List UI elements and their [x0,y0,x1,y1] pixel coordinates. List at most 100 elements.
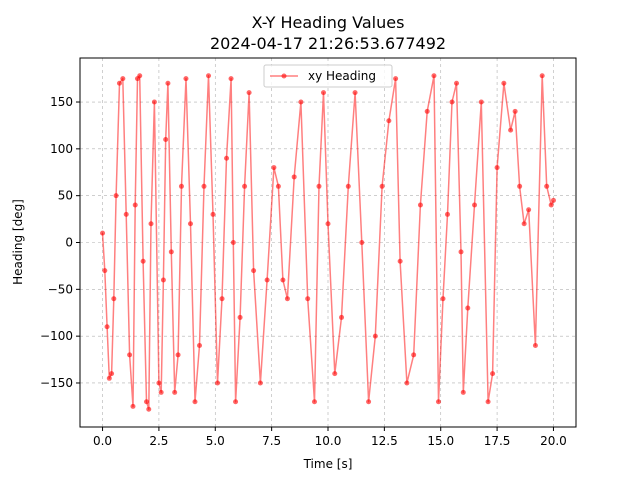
x-tick-label: 0.0 [93,434,112,448]
data-point [192,399,198,405]
data-point [206,73,212,79]
data-point [444,211,450,217]
data-point [116,80,122,86]
data-point [397,258,403,264]
chart-title: X-Y Heading Values [252,13,405,32]
data-point [178,183,184,189]
y-tick-label: −100 [40,329,73,343]
data-point [156,380,162,386]
y-tick-label: −50 [48,282,73,296]
legend-label: xy Heading [308,69,376,83]
data-point [372,333,378,339]
y-axis-label: Heading [deg] [11,199,25,285]
data-point [228,76,234,82]
data-point [332,371,338,377]
data-point [158,389,164,395]
data-point [151,99,157,105]
data-point [435,399,441,405]
data-point [144,399,150,405]
data-point [512,108,518,114]
data-point [132,202,138,208]
data-point [160,277,166,283]
data-point [521,221,527,227]
data-point [123,211,129,217]
data-point [246,90,252,96]
y-ticks: −150 −100 −50 0 50 100 150 [40,95,80,390]
legend-marker [281,73,287,79]
data-point [311,399,317,405]
data-point [210,211,216,217]
y-tick-label: 50 [58,189,73,203]
data-point [219,296,225,302]
data-point [393,76,399,82]
y-tick-label: 100 [50,142,73,156]
data-point [454,80,460,86]
chart-subtitle: 2024-04-17 21:26:53.677492 [210,34,446,53]
data-point [127,352,133,358]
x-tick-label: 2.5 [149,434,168,448]
data-point [386,118,392,124]
data-point [544,183,550,189]
x-tick-label: 20.0 [540,434,567,448]
legend-box [263,64,393,88]
data-point [485,399,491,405]
data-point [104,324,110,330]
legend: xy Heading [263,64,393,88]
data-point [251,268,257,274]
x-tick-label: 10.0 [315,434,342,448]
data-point [187,221,193,227]
data-point [298,99,304,105]
data-point [526,207,532,213]
x-tick-label: 15.0 [427,434,454,448]
x-tick-label: 12.5 [371,434,398,448]
data-point [359,240,365,245]
data-point [120,76,126,82]
series-layer [100,73,556,412]
data-point [224,155,230,161]
data-point [517,183,523,189]
data-point [291,174,297,180]
data-point [230,240,236,245]
data-point [320,90,326,96]
data-point [165,80,171,86]
data-point [339,314,345,320]
data-point [305,296,311,302]
data-point [458,249,464,255]
data-point [440,296,446,302]
data-point [242,183,248,189]
data-point [271,165,277,171]
data-point [163,136,169,142]
data-point [460,389,466,395]
data-point [465,305,471,311]
data-point [113,193,119,199]
data-point [550,197,556,203]
data-point [106,375,112,381]
x-axis-label: Time [s] [303,457,353,471]
data-point [237,314,243,320]
data-point [140,258,146,264]
data-point [501,80,507,86]
data-point [478,99,484,105]
data-point [379,183,385,189]
data-point [316,183,322,189]
data-point [172,389,178,395]
data-point [532,343,538,349]
data-point [102,268,108,274]
data-point [490,371,496,377]
data-point [472,202,478,208]
data-point [137,73,143,79]
data-point [548,202,554,208]
data-point [275,183,281,189]
data-point [449,99,455,105]
data-point [411,352,417,358]
data-point [508,127,514,133]
data-point [100,230,106,236]
data-point [264,277,270,283]
data-point [146,406,152,412]
data-point [325,221,331,227]
data-point [404,380,410,386]
data-point [109,371,115,377]
data-point [257,380,263,386]
data-point [431,73,437,79]
